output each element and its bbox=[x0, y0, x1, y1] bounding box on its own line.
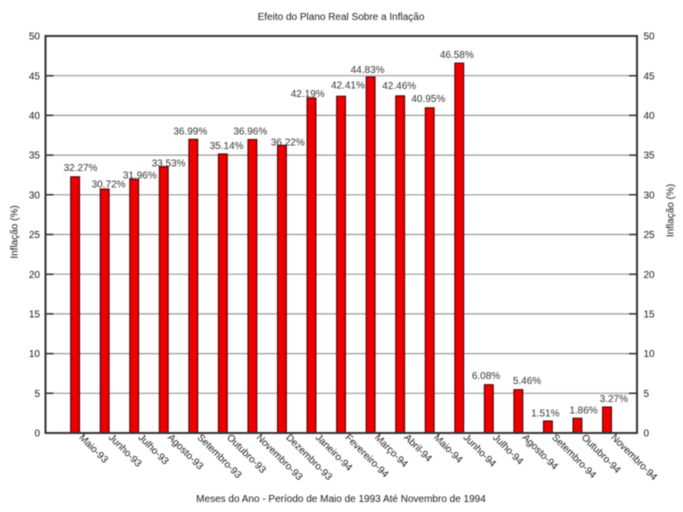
svg-text:0: 0 bbox=[644, 429, 650, 440]
svg-text:20: 20 bbox=[644, 270, 656, 281]
svg-text:45: 45 bbox=[29, 71, 41, 82]
svg-text:44.83%: 44.83% bbox=[351, 65, 385, 76]
svg-text:15: 15 bbox=[29, 310, 41, 321]
svg-text:25: 25 bbox=[29, 230, 41, 241]
svg-text:3.27%: 3.27% bbox=[600, 394, 628, 405]
svg-text:25: 25 bbox=[644, 230, 656, 241]
svg-text:0: 0 bbox=[34, 429, 40, 440]
svg-text:5: 5 bbox=[644, 389, 650, 400]
svg-text:35.14%: 35.14% bbox=[210, 141, 244, 152]
svg-text:Inflação (%): Inflação (%) bbox=[9, 205, 20, 258]
svg-text:5.46%: 5.46% bbox=[513, 376, 541, 387]
svg-text:35: 35 bbox=[29, 151, 41, 162]
svg-text:1.51%: 1.51% bbox=[531, 409, 559, 420]
svg-text:45: 45 bbox=[644, 71, 656, 82]
svg-text:Efeito do Plano Real Sobre a I: Efeito do Plano Real Sobre a Inflação bbox=[258, 12, 425, 23]
svg-text:40.95%: 40.95% bbox=[411, 94, 445, 105]
svg-text:36.99%: 36.99% bbox=[173, 126, 207, 137]
svg-text:Inflação (%): Inflação (%) bbox=[665, 184, 676, 237]
svg-text:5: 5 bbox=[34, 389, 40, 400]
svg-text:46.58%: 46.58% bbox=[440, 50, 474, 61]
svg-text:42.41%: 42.41% bbox=[331, 81, 365, 92]
svg-text:42.19%: 42.19% bbox=[291, 89, 325, 100]
svg-text:32.27%: 32.27% bbox=[64, 163, 98, 174]
svg-text:Meses do Ano - Período de Maio: Meses do Ano - Período de Maio de 1993 A… bbox=[196, 494, 486, 505]
svg-text:10: 10 bbox=[644, 349, 656, 360]
svg-text:20: 20 bbox=[29, 270, 41, 281]
svg-text:42.46%: 42.46% bbox=[382, 81, 416, 92]
svg-text:35: 35 bbox=[644, 151, 656, 162]
svg-text:36.22%: 36.22% bbox=[271, 137, 305, 148]
svg-text:1.86%: 1.86% bbox=[569, 405, 597, 416]
svg-text:31.96%: 31.96% bbox=[123, 171, 157, 182]
svg-text:40: 40 bbox=[644, 111, 656, 122]
svg-text:15: 15 bbox=[644, 310, 656, 321]
svg-text:30.72%: 30.72% bbox=[92, 180, 126, 191]
svg-text:10: 10 bbox=[29, 349, 41, 360]
svg-text:30: 30 bbox=[644, 190, 656, 201]
svg-text:50: 50 bbox=[29, 32, 41, 43]
svg-text:40: 40 bbox=[29, 111, 41, 122]
svg-text:6.08%: 6.08% bbox=[472, 371, 500, 382]
svg-text:30: 30 bbox=[29, 190, 41, 201]
svg-text:33.53%: 33.53% bbox=[152, 159, 186, 170]
svg-text:36.96%: 36.96% bbox=[233, 127, 267, 138]
svg-text:50: 50 bbox=[644, 32, 656, 43]
